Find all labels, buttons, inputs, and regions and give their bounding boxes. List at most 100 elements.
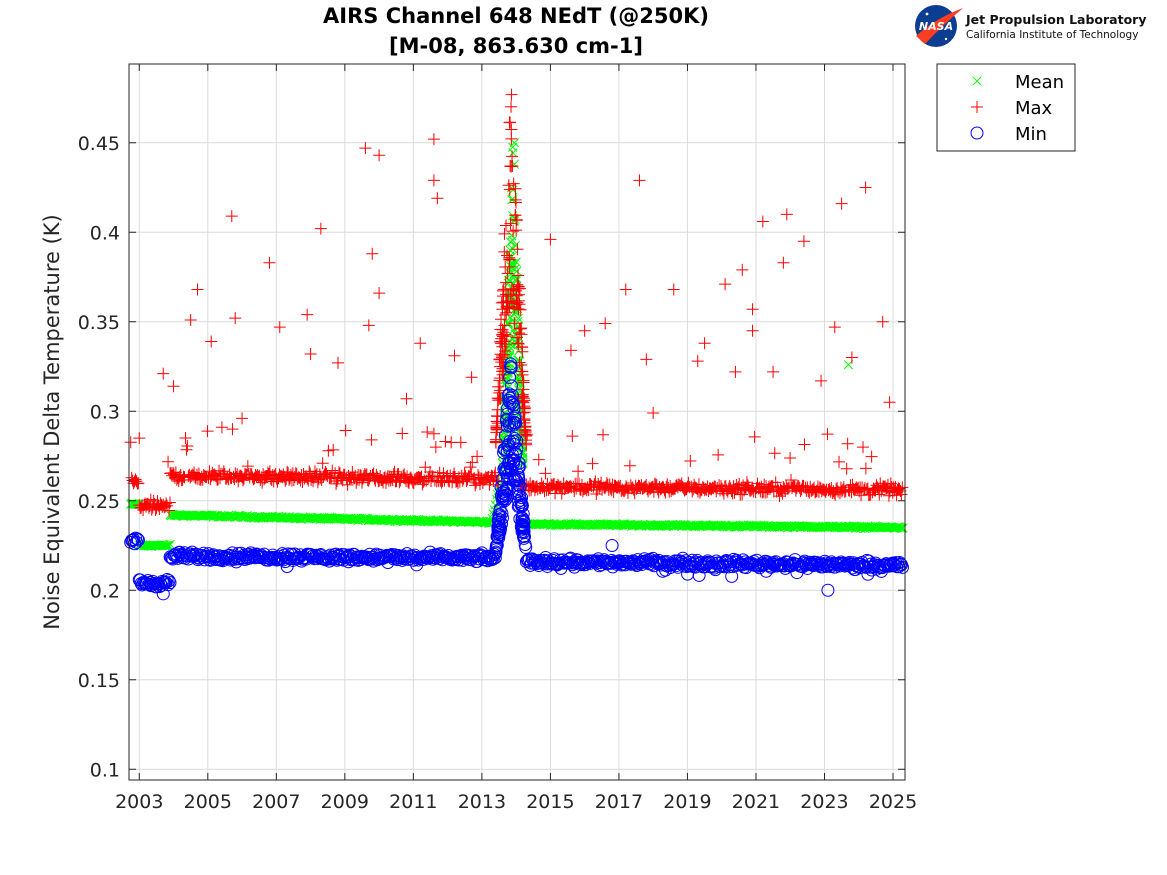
series-max-marker [163,496,176,509]
series-max-marker [511,296,524,309]
series-max-marker [517,376,530,389]
series-max-marker [856,441,869,454]
series-mean-marker [558,520,568,530]
series-min-marker [507,469,521,483]
series-max-marker [454,436,467,449]
series-max-marker [833,455,846,468]
series-max-marker [833,487,846,500]
series-max-marker [431,192,444,205]
series-min-marker [513,479,527,493]
x-tick-label: 2007 [252,791,300,813]
series-max-marker [520,438,533,451]
series-max-marker [623,459,636,472]
series-max-marker [501,267,514,280]
series-max-marker [464,461,477,474]
series-max-marker [503,116,516,129]
series-max-marker [157,367,170,380]
series-max-marker [879,480,892,493]
x-tick-label: 2023 [800,791,848,813]
series-max-marker [746,324,759,337]
series-max-marker [222,473,235,486]
series-min-marker [503,371,517,385]
series-min-marker [504,357,518,371]
series-max-marker [521,428,534,441]
series-max-marker [719,278,732,291]
series-min-marker [581,554,595,568]
legend-item-max[interactable]: Max [971,98,1053,119]
series-max-marker [502,179,515,192]
series-max-marker [273,321,286,334]
series-max-marker [509,182,522,195]
series-min-marker [489,546,503,560]
series-min-marker [494,517,508,531]
series-min-marker [518,538,532,552]
series-max-marker [316,457,329,470]
series-max-marker [490,421,503,434]
legend-max-marker [971,101,983,113]
series-max-marker [495,335,508,348]
series-max-marker [192,467,205,480]
series-max-marker [859,181,872,194]
series-min-marker [515,525,529,539]
series-max-marker [500,219,513,232]
series-max-marker [859,462,872,475]
series-max-marker [162,455,175,468]
series-max-marker [331,356,344,369]
series-max-marker [519,420,532,433]
series-max-marker [768,447,781,460]
series-min-marker [492,508,506,522]
series-max-marker [258,473,271,486]
series-min-marker [515,511,529,525]
series-min-marker [490,529,504,543]
series-min-marker [503,391,517,405]
series-max-marker [332,466,345,479]
series-max-marker [489,435,502,448]
series-min-marker [503,395,517,409]
series-max-marker [341,478,354,491]
series-max-marker [496,284,509,297]
series-max-marker [322,444,335,457]
series-max-marker [566,430,579,443]
legend-item-mean[interactable]: Mean [972,72,1064,93]
series-min-marker [156,587,170,601]
y-tick-label: 0.3 [90,401,120,423]
series-max-marker [507,284,520,297]
y-axis-label: Noise Equivalent Delta Temperature (K) [40,214,64,630]
x-tick-label: 2019 [663,791,711,813]
series-max-marker [330,477,343,490]
series-max-marker [729,365,742,378]
series-max-marker [640,353,653,366]
series-max-marker [212,473,225,486]
series-min-marker [511,499,525,513]
series-max-marker [241,460,254,473]
series-max-marker [496,340,509,353]
series-max-marker [497,296,510,309]
legend[interactable]: Mean Max Min [936,63,1076,152]
series-max-marker [876,315,889,328]
series-max-marker [366,247,379,260]
series-max-marker [427,133,440,146]
series-max-marker [505,88,518,101]
series-max-marker [509,196,522,209]
axis-ticks: 2003 2005 2007 2009 2011 2013 2015 2017 2019 2021… [78,64,917,813]
legend-item-min[interactable]: Min [970,124,1047,145]
series-max-marker [448,349,461,362]
series-max-marker [555,487,568,500]
series-max-marker [512,269,525,282]
series-min-marker [129,531,143,545]
series-max-marker [620,480,633,493]
series-max-marker [515,328,528,341]
chart-subtitle: [M-08, 863.630 cm-1] [389,34,643,58]
series-max-marker [339,424,352,437]
series-max-marker [504,160,517,173]
series-max-marker [498,227,511,240]
series-max-marker [506,150,519,163]
series-max-marker [514,322,527,335]
legend-mean-marker [972,76,982,86]
series-max-marker [769,476,782,489]
series-max-marker [736,263,749,276]
series-max-marker [532,453,545,466]
series-max-marker [510,289,523,302]
series-max-marker [498,245,511,258]
series-max-marker [500,300,513,313]
